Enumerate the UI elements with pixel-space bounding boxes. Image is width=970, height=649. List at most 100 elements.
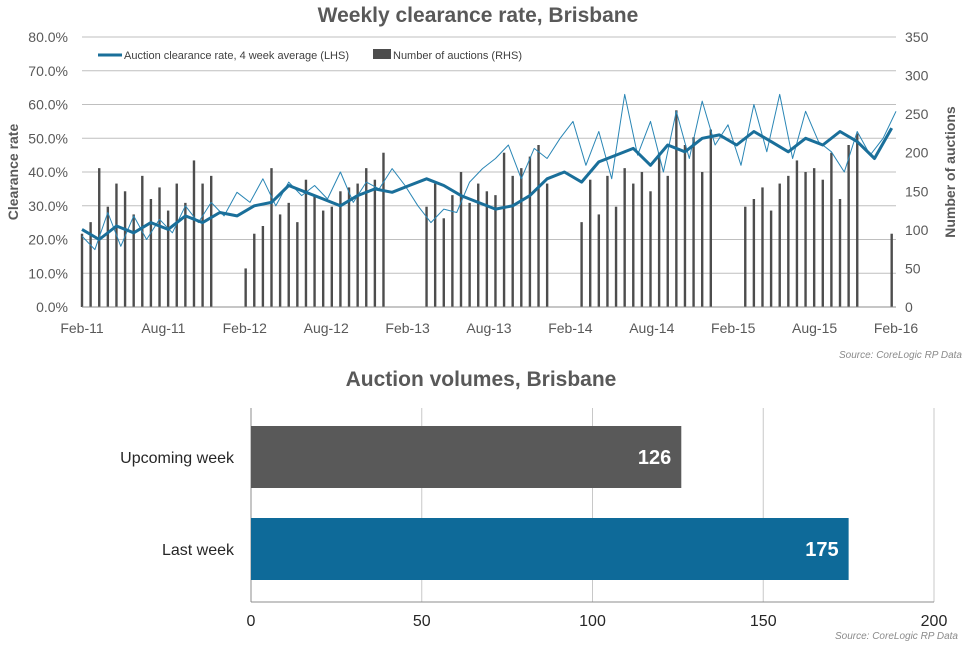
chart1-source: Source: CoreLogic RP Data [838,350,962,361]
chart1-title: Weekly clearance rate, Brisbane [317,4,639,27]
chart1-auction-bar [330,206,333,307]
chart1-xtick: Aug-13 [466,320,511,336]
chart1-auction-bar [201,183,204,307]
chart1-auction-bar [459,172,463,307]
chart2-source: Source: CoreLogic RP Data [834,631,958,642]
chart2-category-label: Upcoming week [120,450,235,467]
chart1-auction-bar [451,195,454,307]
chart1-auction-bar [709,129,713,307]
chart1-auction-bar [769,210,773,307]
chart1-legend-label-auctions: Number of auctions (RHS) [393,50,522,62]
chart2-bar [251,518,849,580]
chart1-auction-bar [485,191,489,307]
chart1-auction-bar [830,152,833,307]
chart1-ytick-left: 20.0% [28,232,68,248]
chart2-xtick: 100 [579,613,606,630]
chart1-auction-bar [296,222,299,307]
chart1-auction-bar [89,222,92,307]
chart1-ytick-right: 100 [905,222,929,238]
chart1-auction-bar [149,199,153,307]
chart1-ytick-right: 200 [905,145,929,161]
chart1-auction-bar [812,168,816,307]
chart2-xtick: 200 [921,613,948,630]
chart2-xtick: 150 [750,613,777,630]
chart1-xtick: Aug-11 [141,320,185,336]
chart1-auction-bar [528,156,532,307]
chart1-auction-bar [166,210,170,307]
chart1-auction-bar [210,175,213,307]
chart1-auction-bar [606,175,609,307]
chart1-auction-bar [761,187,764,307]
chart1-auction-bar [425,206,428,307]
chart1-ytick-right: 250 [905,106,929,122]
chart2-bar-value-label: 126 [638,447,671,469]
chart1-auction-bar [847,145,850,307]
chart1-ytick-left: 50.0% [28,130,68,146]
chart1-legend-box [93,45,533,65]
chart1-auction-bar [347,187,351,307]
chart1-auction-bar [744,206,747,307]
chart1-ytick-left: 80.0% [28,29,68,45]
chart1-auction-bar [382,152,385,307]
chart1-auction-bar [356,183,359,307]
chart1-auction-bar [856,133,859,307]
chart1-ytick-right: 150 [905,183,929,199]
chart1-average-rate-line [81,127,894,241]
chart1-auction-bar [494,195,497,307]
chart2-title: Auction volumes, Brisbane [345,368,617,391]
chart1-auction-bar [339,191,342,307]
chart1-auction-bar [278,214,282,307]
chart1-auction-bar [442,218,445,307]
chart1-ytick-right: 0 [905,299,913,315]
chart1-auction-bar [787,175,790,307]
chart1-auction-bar [132,214,135,307]
chart1-auction-bar [683,145,687,307]
chart1-ytick-right: 50 [905,260,921,276]
chart1-auction-bar [477,183,480,307]
chart1-ytick-right: 300 [905,68,929,84]
chart1-auction-bar [313,195,316,307]
chart1-xtick: Aug-14 [629,320,674,336]
chart1-auction-bar [614,206,618,307]
chart1-auction-bar [175,183,178,307]
chart1-legend-label-average: Auction clearance rate, 4 week average (… [124,50,349,62]
chart1-legend-bar-swatch [373,49,391,59]
chart1-auction-bar [649,191,652,307]
chart1-auction-bar [321,210,325,307]
chart1-auction-bar [778,183,781,307]
chart1-weekly-rate-line [81,93,897,251]
chart1-auction-bar [270,168,273,307]
chart1-auction-bar [589,179,592,307]
chart1-xtick: Feb-12 [223,320,268,336]
chart1-xtick: Feb-16 [874,320,919,336]
chart1-auction-bar [520,168,523,307]
chart1-auction-bar [106,206,110,307]
chart1-auction-bar [511,175,514,307]
chart2-bar-value-label: 175 [805,539,838,561]
chart1-ylabel-left: Clearance rate [5,124,21,221]
chart1-auction-bar [632,183,635,307]
chart1-auction-bar [623,168,626,307]
chart1-xtick: Feb-14 [548,320,593,336]
chart1-auction-bar [141,175,144,307]
chart1-xtick: Feb-13 [385,320,430,336]
chart1-auction-bar [545,183,549,307]
chart1-auction-bar [253,233,256,307]
chart1-auction-bar [80,233,84,307]
chart1-auction-bar [502,152,506,307]
chart1-xtick: Feb-11 [60,320,104,336]
chart2-category-label: Last week [162,542,235,559]
chart1-auction-bar [700,172,704,307]
chart1-auction-bar [821,179,824,307]
chart1-auction-bar [261,226,265,307]
chart1-ytick-left: 0.0% [36,299,68,315]
chart1-auction-bar [304,179,308,307]
chart1-auction-bar [115,183,118,307]
chart1-auction-bar [244,268,247,307]
chart1-ytick-left: 60.0% [28,97,68,113]
chart1-auction-bar [838,199,842,307]
chart1-auction-bar [468,202,471,307]
chart1-auction-bar [433,183,437,307]
chart1-ytick-left: 40.0% [28,164,68,180]
chart1-auction-bar [804,172,807,307]
